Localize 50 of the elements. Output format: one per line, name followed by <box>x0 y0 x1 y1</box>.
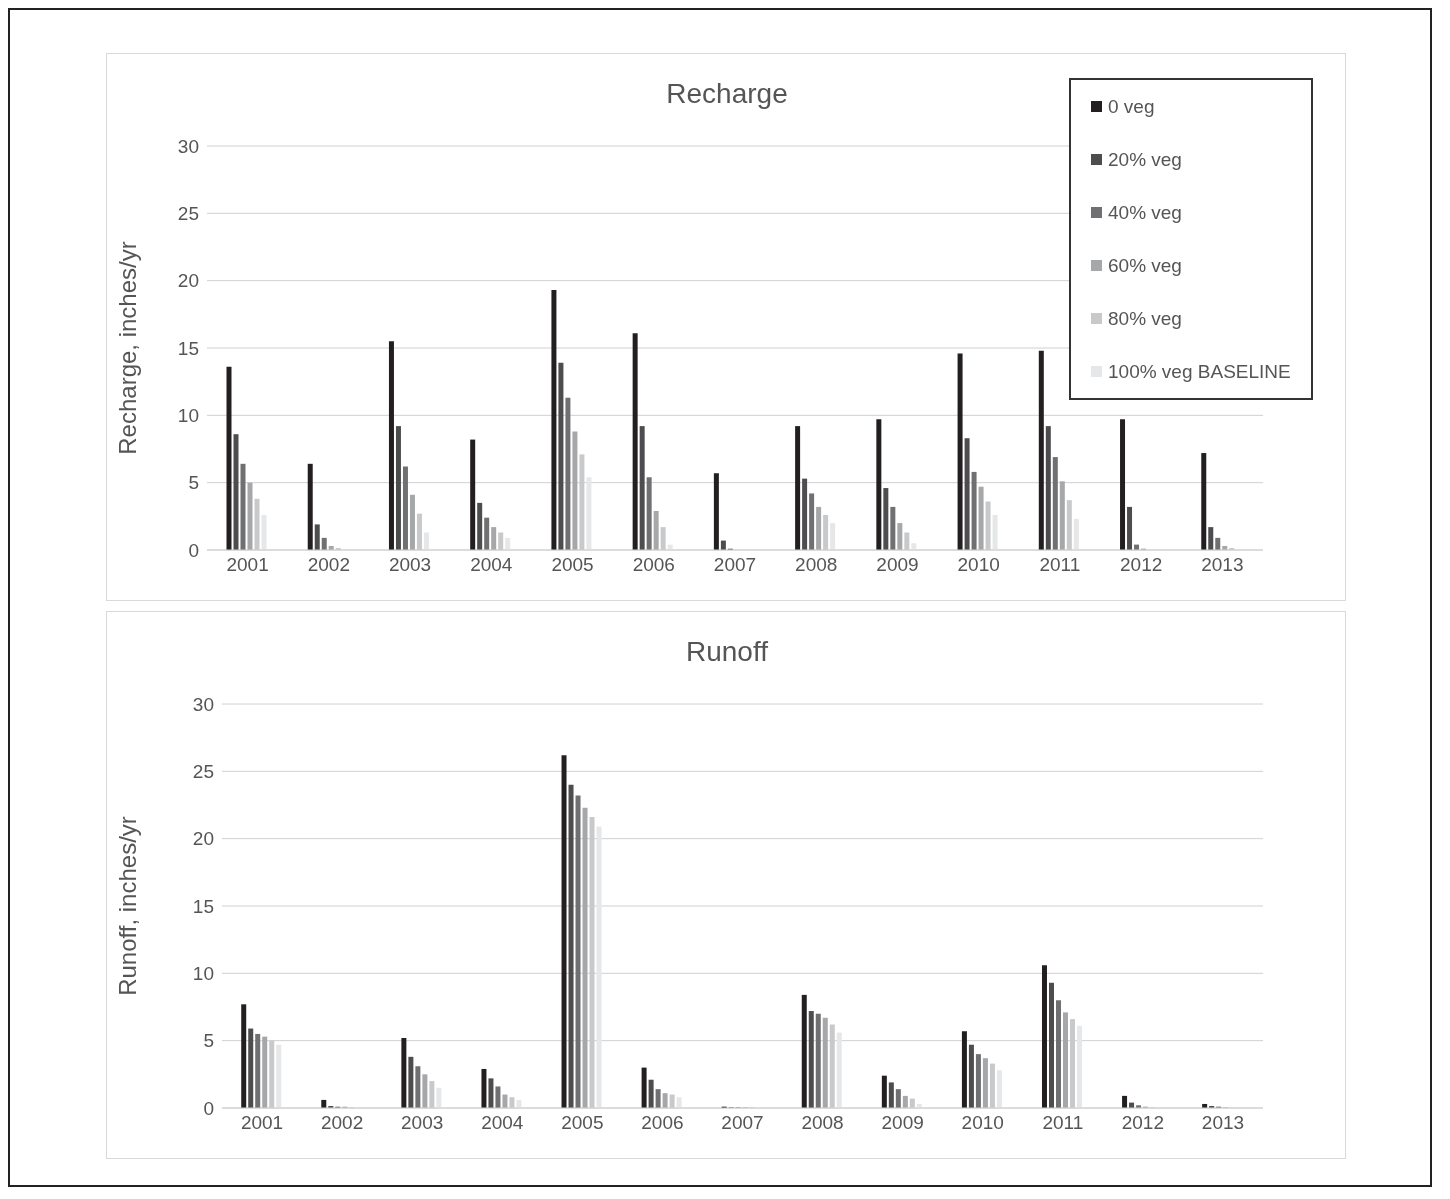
legend-label: 100% veg BASELINE <box>1108 360 1291 383</box>
legend-label: 0 veg <box>1108 95 1155 118</box>
x-tick-label: 2011 <box>1042 1112 1084 1134</box>
x-tick-label: 2012 <box>1120 554 1163 576</box>
x-tick-label: 2003 <box>401 1112 444 1134</box>
y-tick-label: 10 <box>192 963 214 985</box>
x-tick-label: 2004 <box>470 554 513 576</box>
y-tick-label: 10 <box>177 405 199 427</box>
x-tick-label: 2008 <box>801 1112 844 1134</box>
y-tick-label: 0 <box>188 539 199 561</box>
x-tick-label: 2006 <box>641 1112 684 1134</box>
y-axis-title: Recharge, inches/yr <box>113 241 141 455</box>
y-tick-label: 15 <box>192 895 214 917</box>
y-tick-label: 5 <box>203 1030 214 1052</box>
y-tick-label: 0 <box>203 1097 214 1119</box>
y-tick-label: 25 <box>177 203 199 225</box>
chart-title: Recharge <box>666 78 788 109</box>
y-tick-label: 15 <box>177 337 199 359</box>
x-tick-label: 2003 <box>388 554 432 576</box>
y-tick-label: 20 <box>192 828 214 850</box>
x-tick-label: 2008 <box>795 554 838 576</box>
x-tick-label: 2010 <box>957 554 1000 576</box>
y-tick-label: 30 <box>177 135 199 157</box>
chart-title: Runoff <box>686 636 768 667</box>
legend-label: 40% veg <box>1108 201 1182 224</box>
y-tick-label: 20 <box>177 270 199 292</box>
x-tick-label: 2002 <box>307 554 350 576</box>
x-tick-label: 2005 <box>551 554 594 576</box>
x-tick-label: 2007 <box>721 1112 764 1134</box>
x-tick-label: 2004 <box>481 1112 524 1134</box>
y-tick-label: 30 <box>192 693 214 715</box>
x-tick-label: 2009 <box>876 554 919 576</box>
x-tick-label: 2013 <box>1201 554 1244 576</box>
x-tick-label: 2007 <box>713 554 757 576</box>
x-tick-label: 2010 <box>961 1112 1004 1134</box>
x-tick-label: 2002 <box>320 1112 364 1134</box>
x-tick-label: 2001 <box>226 554 269 576</box>
x-tick-label: 2006 <box>632 554 675 576</box>
x-tick-label: 2009 <box>881 1112 924 1134</box>
x-tick-label: 2011 <box>1039 554 1081 576</box>
y-axis-title: Runoff, inches/yr <box>113 816 141 996</box>
x-tick-label: 2001 <box>240 1112 284 1134</box>
legend-label: 20% veg <box>1108 148 1182 171</box>
y-tick-label: 5 <box>188 472 199 494</box>
y-tick-label: 25 <box>192 761 214 783</box>
x-tick-label: 2013 <box>1201 1112 1245 1134</box>
legend-label: 60% veg <box>1108 254 1182 277</box>
x-tick-label: 2012 <box>1121 1112 1165 1134</box>
legend-label: 80% veg <box>1108 307 1182 330</box>
x-tick-label: 2005 <box>561 1112 604 1134</box>
